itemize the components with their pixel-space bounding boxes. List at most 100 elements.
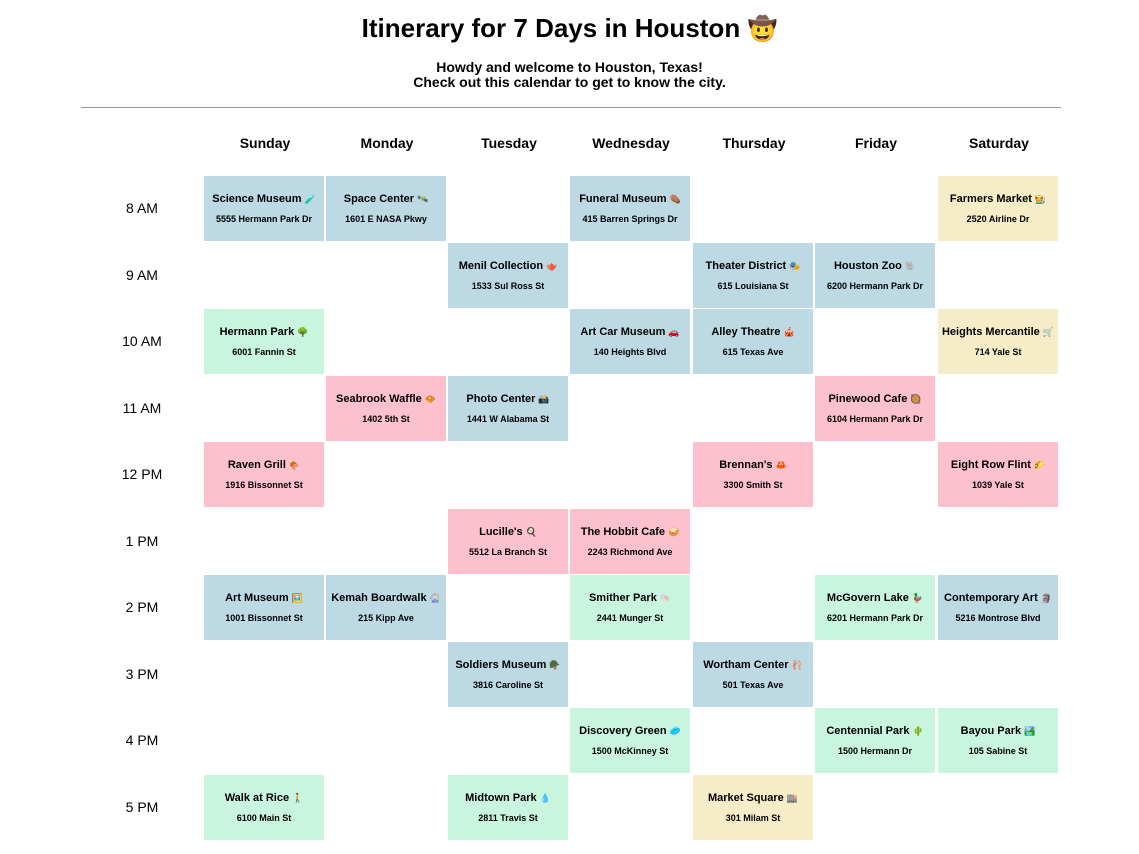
event-contemporary-art[interactable]: Contemporary Art 🗿 5216 Montrose Blvd	[938, 575, 1058, 640]
walk-at-rice-icon: 🚶	[292, 794, 304, 804]
soldiers-museum-icon: 🪖	[549, 661, 561, 671]
heights-mercantile-icon: 🛒	[1042, 328, 1055, 338]
event-title: Lucille's 🍳	[479, 525, 537, 540]
event-name: Photo Center	[466, 393, 536, 405]
event-raven-grill[interactable]: Raven Grill 🍖 1916 Bissonnet St	[204, 442, 324, 507]
event-title: Market Square 🏬	[708, 791, 798, 806]
seabrook-waffle-icon: 🧇	[424, 395, 436, 405]
event-address: 1500 Hermann Dr	[837, 746, 913, 756]
pinewood-cafe-icon: 🥘	[910, 395, 922, 405]
event-address: 6200 Hermann Park Dr	[826, 281, 924, 291]
event-name: Menil Collection	[458, 260, 544, 272]
smither-park-icon: 🐚	[659, 594, 672, 604]
event-address: 415 Barren Springs Dr	[582, 214, 678, 224]
time-label-11am: 11 AM	[122, 400, 162, 416]
event-title: Space Center 🛰️	[344, 192, 429, 207]
event-address: 2520 Airline Dr	[966, 214, 1030, 224]
event-centennial-park[interactable]: Centennial Park 🌵 1500 Hermann Dr	[815, 708, 935, 773]
event-farmers-market[interactable]: Farmers Market 🧑‍🌾 2520 Airline Dr	[938, 176, 1058, 241]
event-address: 301 Milam St	[725, 813, 781, 823]
event-science-museum[interactable]: Science Museum 🧪 5555 Hermann Park Dr	[204, 176, 324, 241]
event-address: 105 Sabine St	[968, 746, 1028, 756]
event-address: 2243 Richmond Ave	[587, 547, 673, 557]
event-menil-collection[interactable]: Menil Collection 🫖 1533 Sul Ross St	[448, 243, 568, 308]
eight-row-flint-icon: 🌮	[1033, 461, 1046, 471]
event-name: The Hobbit Cafe	[580, 526, 666, 538]
event-name: Centennial Park	[826, 725, 910, 737]
event-title: Menil Collection 🫖	[459, 259, 558, 274]
time-label-10am: 10 AM	[122, 333, 162, 349]
art-museum-icon: 🖼️	[291, 594, 303, 604]
subtitle-line-1: Howdy and welcome to Houston, Texas!	[436, 59, 703, 75]
event-address: 3300 Smith St	[723, 480, 783, 490]
event-pinewood-cafe[interactable]: Pinewood Cafe 🥘 6104 Hermann Park Dr	[815, 376, 935, 441]
event-smither-park[interactable]: Smither Park 🐚 2441 Munger St	[570, 575, 690, 640]
day-header-tuesday: Tuesday	[481, 135, 537, 151]
event-art-museum[interactable]: Art Museum 🖼️ 1001 Bissonnet St	[204, 575, 324, 640]
event-hermann-park[interactable]: Hermann Park 🌳 6001 Fannin St	[204, 309, 324, 374]
time-label-9am: 9 AM	[126, 267, 158, 283]
event-eight-row-flint[interactable]: Eight Row Flint 🌮 1039 Yale St	[938, 442, 1058, 507]
event-title: Kemah Boardwalk 🎡	[331, 591, 441, 606]
event-title: Art Museum 🖼️	[225, 591, 303, 606]
event-address: 215 Kipp Ave	[358, 613, 414, 623]
event-title: Funeral Museum ⚰️	[579, 192, 681, 207]
event-market-square[interactable]: Market Square 🏬 301 Milam St	[693, 775, 813, 840]
event-title: Eight Row Flint 🌮	[951, 458, 1045, 473]
day-header-sunday: Sunday	[239, 135, 291, 151]
market-square-icon: 🏬	[786, 794, 799, 804]
event-heights-mercantile[interactable]: Heights Mercantile 🛒 714 Yale St	[938, 309, 1058, 374]
photo-center-icon: 📸	[538, 395, 550, 405]
menil-collection-icon: 🫖	[546, 262, 558, 272]
event-address: 6001 Fannin St	[232, 347, 296, 357]
time-label-5pm: 5 PM	[125, 799, 159, 815]
time-label-8am: 8 AM	[126, 200, 158, 216]
subtitle-line-2: Check out this calendar to get to know t…	[413, 74, 726, 90]
event-lucille-s[interactable]: Lucille's 🍳 5512 La Branch St	[448, 509, 568, 574]
event-bayou-park[interactable]: Bayou Park 🏞️ 105 Sabine St	[938, 708, 1058, 773]
event-wortham-center[interactable]: Wortham Center 🩰 501 Texas Ave	[693, 642, 813, 707]
event-title: Theater District 🎭	[706, 259, 801, 274]
theater-district-icon: 🎭	[789, 262, 801, 272]
event-address: 6100 Main St	[236, 813, 292, 823]
event-kemah-boardwalk[interactable]: Kemah Boardwalk 🎡 215 Kipp Ave	[326, 575, 446, 640]
raven-grill-icon: 🍖	[288, 461, 301, 471]
event-mcgovern-lake[interactable]: McGovern Lake 🦆 6201 Hermann Park Dr	[815, 575, 935, 640]
kemah-boardwalk-icon: 🎡	[429, 594, 441, 604]
event-soldiers-museum[interactable]: Soldiers Museum 🪖 3816 Caroline St	[448, 642, 568, 707]
event-address: 501 Texas Ave	[722, 680, 784, 690]
event-brennan-s[interactable]: Brennan's 🦀 3300 Smith St	[693, 442, 813, 507]
event-space-center[interactable]: Space Center 🛰️ 1601 E NASA Pkwy	[326, 176, 446, 241]
event-photo-center[interactable]: Photo Center 📸 1441 W Alabama St	[448, 376, 568, 441]
event-art-car-museum[interactable]: Art Car Museum 🚗 140 Heights Blvd	[570, 309, 690, 374]
event-theater-district[interactable]: Theater District 🎭 615 Louisiana St	[693, 243, 813, 308]
event-address: 714 Yale St	[974, 347, 1022, 357]
event-alley-theatre[interactable]: Alley Theatre 🎪 615 Texas Ave	[693, 309, 813, 374]
event-discovery-green[interactable]: Discovery Green 🥏 1500 McKinney St	[570, 708, 690, 773]
farmers-market-icon: 🧑‍🌾	[1034, 195, 1047, 205]
event-name: Contemporary Art	[944, 592, 1038, 604]
day-header-wednesday: Wednesday	[592, 135, 670, 151]
the-hobbit-cafe-icon: 🥪	[668, 528, 680, 538]
event-houston-zoo[interactable]: Houston Zoo 🐘 6200 Hermann Park Dr	[815, 243, 935, 308]
page-title-text: Itinerary for 7 Days in Houston	[361, 13, 741, 43]
event-name: Kemah Boardwalk	[331, 592, 427, 604]
event-name: McGovern Lake	[826, 592, 909, 604]
event-walk-at-rice[interactable]: Walk at Rice 🚶 6100 Main St	[204, 775, 324, 840]
alley-theatre-icon: 🎪	[783, 328, 795, 338]
science-museum-icon: 🧪	[304, 195, 316, 205]
page-title: Itinerary for 7 Days in Houston 🤠	[0, 12, 1139, 45]
event-name: Wortham Center	[703, 659, 789, 671]
event-address: 615 Texas Ave	[722, 347, 784, 357]
event-seabrook-waffle[interactable]: Seabrook Waffle 🧇 1402 5th St	[326, 376, 446, 441]
event-title: Smither Park 🐚	[589, 591, 671, 606]
event-address: 1402 5th St	[362, 414, 410, 424]
event-name: Smither Park	[588, 592, 657, 604]
event-midtown-park[interactable]: Midtown Park 💧 2811 Travis St	[448, 775, 568, 840]
event-name: Space Center	[343, 193, 415, 205]
event-address: 6201 Hermann Park Dr	[826, 613, 924, 623]
event-title: Midtown Park 💧	[465, 791, 551, 806]
event-funeral-museum[interactable]: Funeral Museum ⚰️ 415 Barren Springs Dr	[570, 176, 690, 241]
event-name: Pinewood Cafe	[828, 393, 908, 405]
event-the-hobbit-cafe[interactable]: The Hobbit Cafe 🥪 2243 Richmond Ave	[570, 509, 690, 574]
